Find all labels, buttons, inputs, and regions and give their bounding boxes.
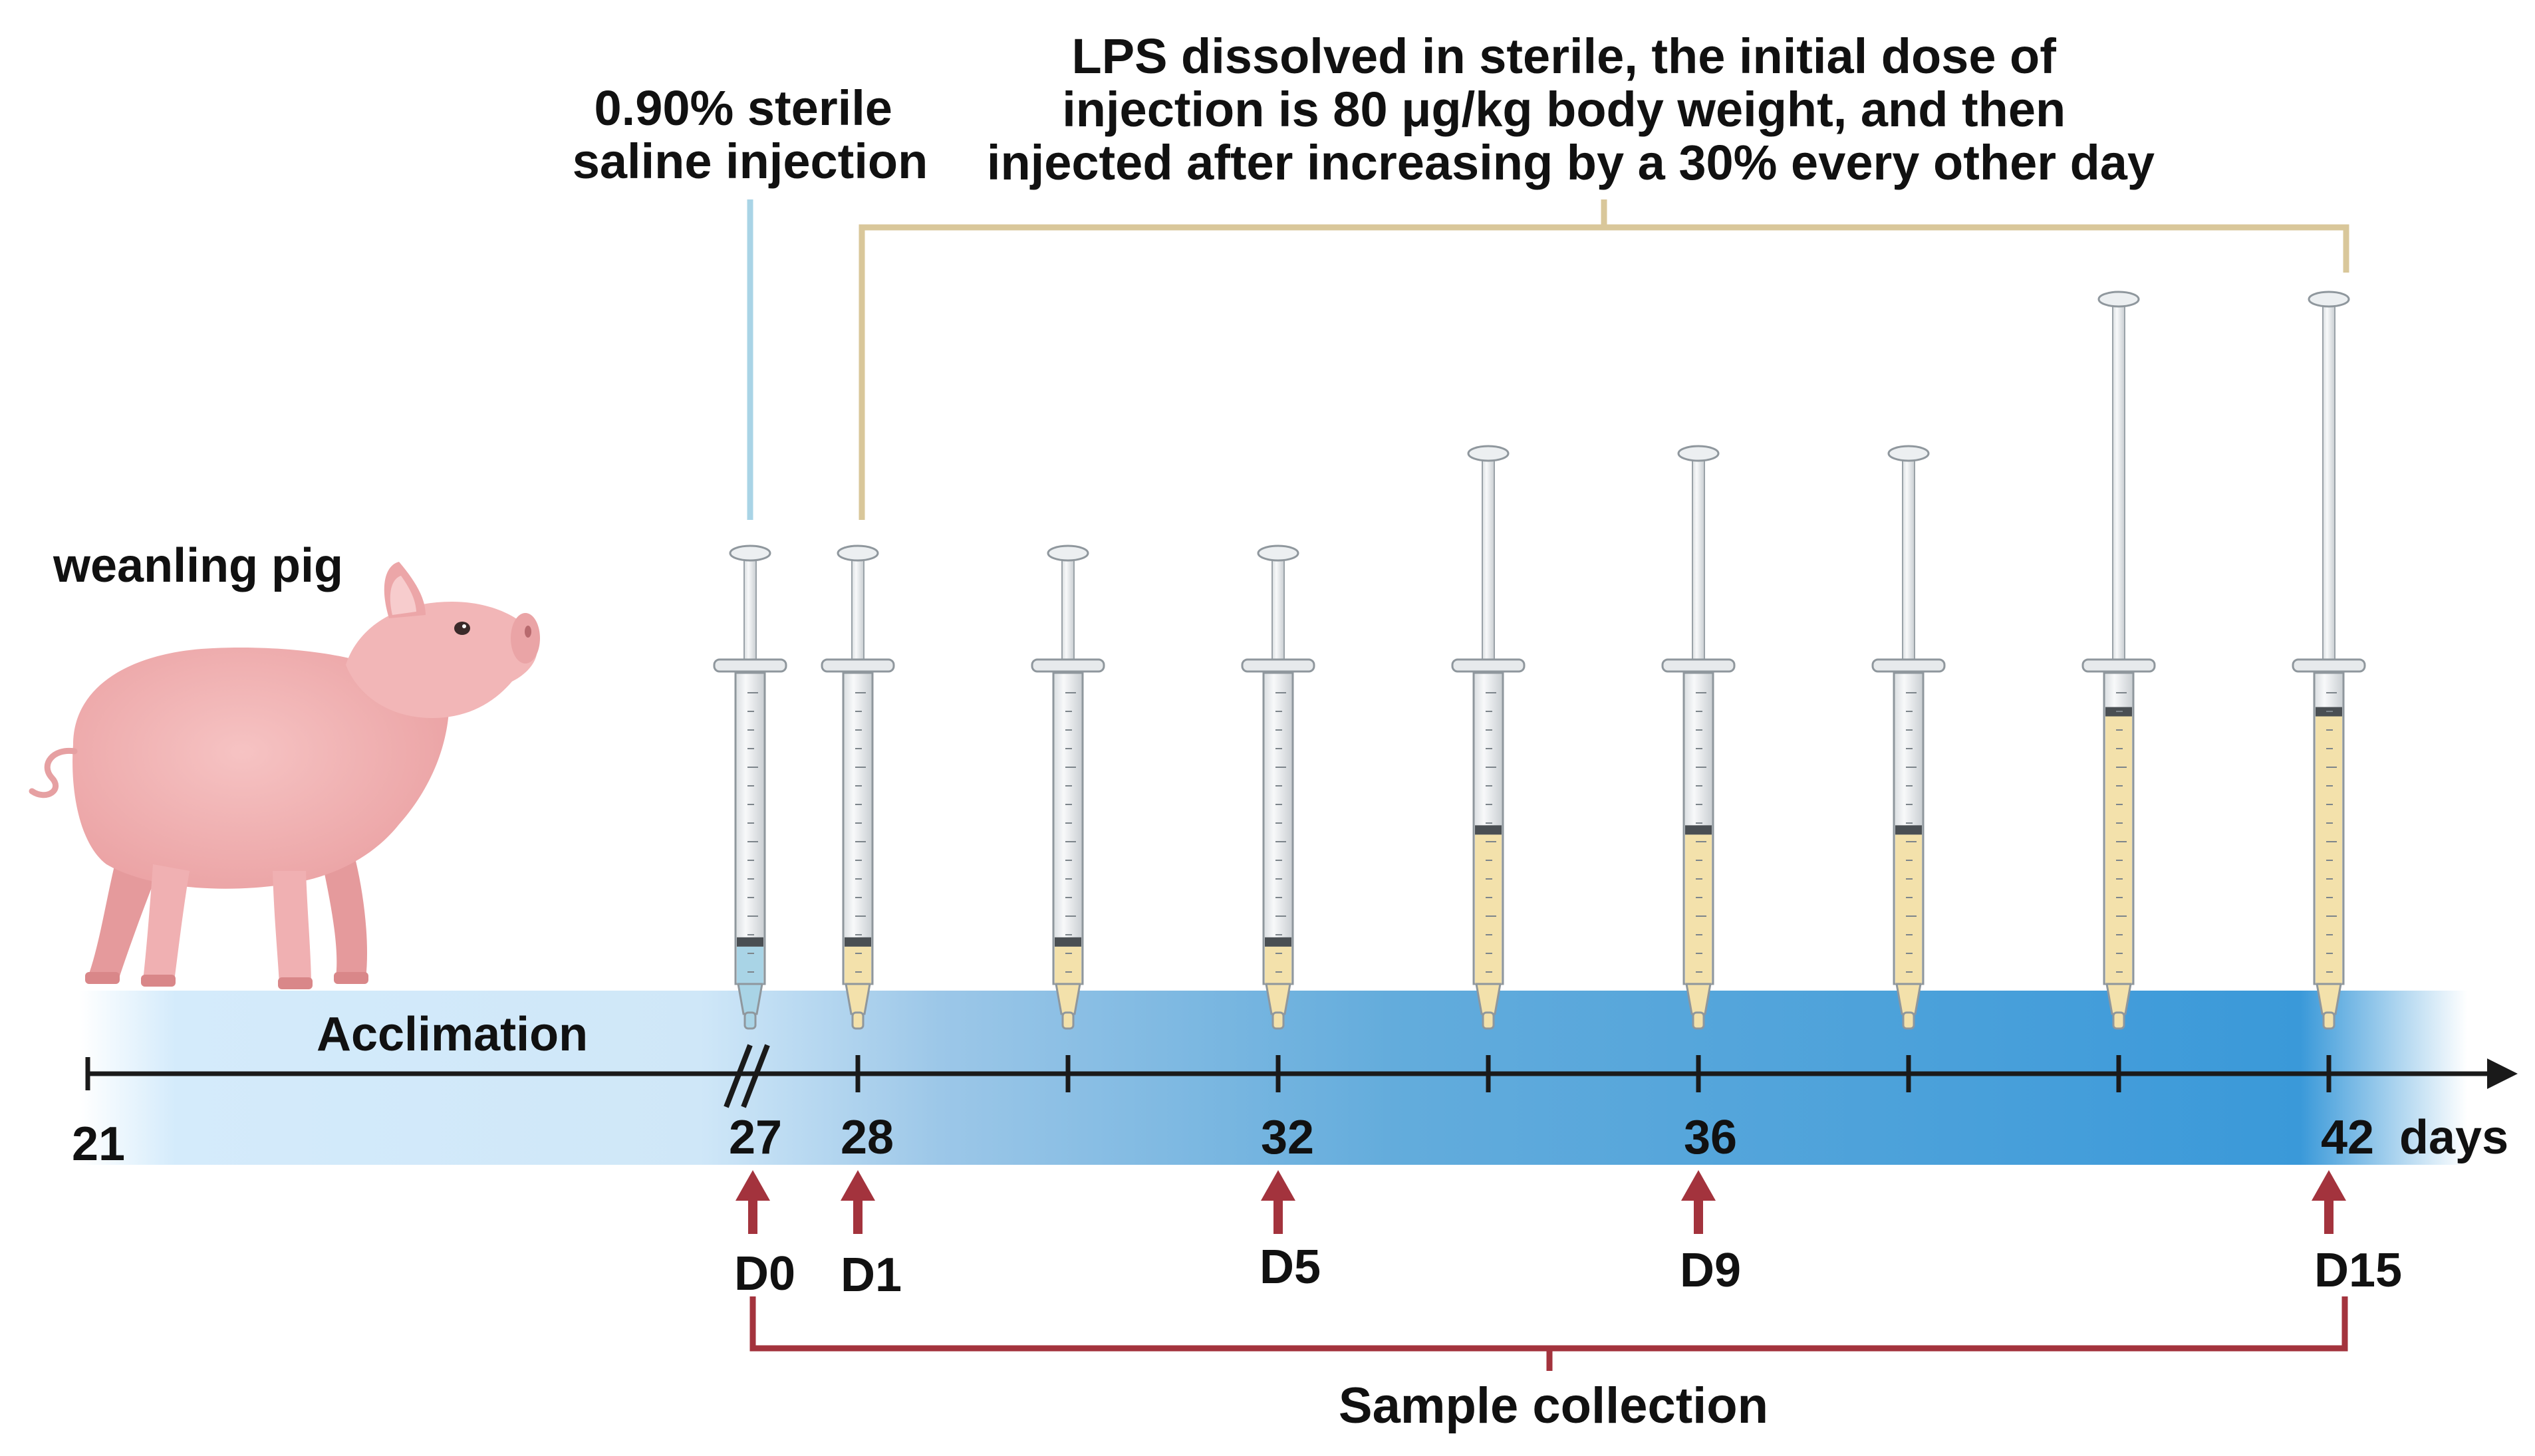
sampling-arrow-d9: [1681, 1170, 1716, 1234]
syringe-fluid-day-40: [2105, 716, 2132, 984]
pig-illustration: [29, 562, 540, 989]
syringe-fluid-day-32: [1265, 946, 1291, 984]
timeline-ticks: [855, 1055, 2332, 1092]
sample-collection-label: Sample collection: [1339, 1378, 1768, 1434]
day-label-start: 21: [72, 1118, 125, 1171]
syringe-day-30: [1031, 545, 1105, 1030]
saline-caption-line-2: saline injection: [573, 134, 928, 189]
syringe-fluid-day-27: [737, 946, 763, 984]
sample-label-d0: D0: [734, 1247, 795, 1300]
syringe-day-27: [713, 545, 787, 1030]
sampling-arrow-d15: [2312, 1170, 2346, 1234]
sampling-arrow-d5: [1261, 1170, 1295, 1234]
sample-label-d15: D15: [2314, 1244, 2402, 1297]
day-label-28: 28: [841, 1111, 894, 1164]
syringe-fluid-day-38: [1895, 834, 1922, 984]
saline-caption-line-1: 0.90% sterile: [595, 80, 892, 136]
syringe-fluid-day-42: [2316, 716, 2342, 984]
day-label-27: 27: [729, 1111, 782, 1164]
sample-label-d1: D1: [841, 1249, 902, 1302]
syringe-fluid-day-36: [1685, 834, 1712, 984]
syringe-day-42: [2292, 291, 2366, 1030]
lps-caption-line-3: injected after increasing by a 30% every…: [987, 135, 2155, 190]
lps-bracket: [859, 199, 2349, 520]
timeline-arrowhead: [2487, 1058, 2518, 1089]
syringe-fluid-day-34: [1475, 834, 1502, 984]
acclimation-label: Acclimation: [317, 1008, 588, 1061]
syringe-group: [713, 291, 2366, 1030]
sampling-arrow-d0: [735, 1170, 770, 1234]
syringe-day-38: [1871, 445, 1946, 1030]
syringe-day-36: [1661, 445, 1736, 1030]
day-label-36: 36: [1684, 1111, 1737, 1164]
sample-collection-bracket: [749, 1296, 2348, 1371]
lps-caption-line-1: LPS dissolved in sterile, the initial do…: [1072, 29, 2057, 84]
syringe-fluid-day-28: [845, 946, 871, 984]
sampling-markers: [735, 1170, 2346, 1234]
syringe-day-28: [821, 545, 895, 1030]
syringe-fluid-day-30: [1055, 946, 1081, 984]
unit-label-days: days: [2399, 1111, 2508, 1164]
day-label-42: 42: [2321, 1111, 2374, 1164]
lps-caption-line-2: injection is 80 μg/kg body weight, and t…: [1062, 82, 2066, 137]
animal-label: weanling pig: [53, 539, 343, 592]
syringe-day-40: [2081, 291, 2156, 1030]
lps-caption: LPS dissolved in sterile, the initial do…: [987, 29, 2155, 190]
sample-label-d5: D5: [1260, 1241, 1321, 1294]
syringe-day-34: [1451, 445, 1526, 1030]
axis-break-mark: [724, 1044, 770, 1108]
saline-caption: 0.90% sterile saline injection: [573, 80, 928, 189]
syringe-day-32: [1241, 545, 1315, 1030]
day-label-32: 32: [1261, 1111, 1314, 1164]
sample-label-d9: D9: [1680, 1244, 1741, 1297]
sampling-arrow-d1: [841, 1170, 875, 1234]
